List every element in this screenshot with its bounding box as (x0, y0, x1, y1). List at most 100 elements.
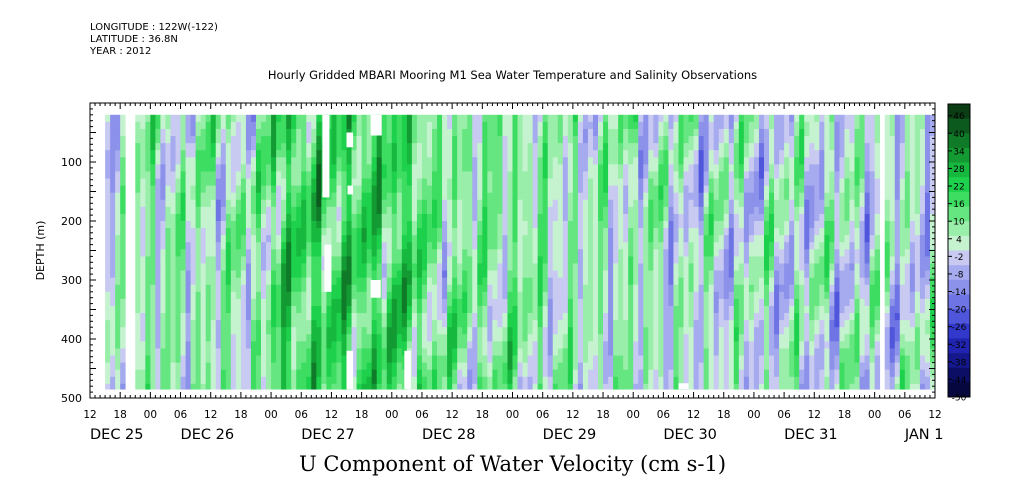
heatmap-cell (618, 235, 624, 243)
heatmap-cell (442, 327, 448, 335)
heatmap-cell (135, 305, 141, 314)
heatmap-cell (245, 376, 252, 385)
heatmap-cell (296, 313, 302, 321)
heatmap-cell (678, 249, 684, 257)
heatmap-cell (598, 128, 604, 137)
heatmap-cell (386, 150, 393, 158)
heatmap-cell (185, 298, 191, 307)
heatmap-cell (557, 121, 564, 130)
heatmap-cell (135, 164, 141, 172)
heatmap-cell (120, 249, 126, 257)
heatmap-cell (472, 298, 478, 307)
heatmap-cell (286, 313, 292, 321)
heatmap-cell (316, 136, 322, 144)
heatmap-cell (678, 121, 684, 130)
heatmap-cell (718, 305, 725, 314)
heatmap-cell (271, 178, 277, 186)
heatmap-cell (537, 327, 544, 335)
heatmap-cell (723, 320, 730, 328)
heatmap-cell (592, 376, 599, 385)
heatmap-cell (698, 221, 705, 229)
heatmap-cell (150, 199, 156, 208)
heatmap-cell (255, 114, 262, 123)
heatmap-cell (738, 185, 745, 194)
heatmap-cell (160, 355, 166, 363)
heatmap-cell (653, 242, 659, 250)
heatmap-cell (351, 199, 357, 208)
heatmap-cell (748, 228, 755, 236)
heatmap-cell (542, 192, 549, 201)
heatmap-cell (356, 341, 363, 349)
heatmap-cell (411, 171, 418, 179)
heatmap-cell (638, 270, 644, 279)
heatmap-cell (336, 376, 342, 385)
heatmap-cell (250, 313, 257, 321)
heatmap-cell (507, 277, 513, 286)
heatmap-cell (492, 235, 498, 243)
heatmap-cell (457, 327, 463, 335)
heatmap-cell (316, 249, 322, 257)
heatmap-cell (190, 114, 197, 123)
heatmap-cell (623, 369, 629, 378)
heatmap-cell (421, 157, 428, 165)
heatmap-cell (296, 213, 302, 222)
heatmap-cell (185, 341, 191, 349)
heatmap-cell (592, 221, 599, 229)
heatmap-cell (346, 327, 352, 335)
heatmap-cell (160, 256, 166, 264)
heatmap-cell (653, 376, 659, 385)
heatmap-cell (542, 171, 549, 179)
heatmap-cell (255, 150, 262, 158)
heatmap-cell (336, 334, 342, 342)
heatmap-cell (331, 114, 337, 123)
heatmap-cell (180, 157, 186, 165)
heatmap-cell (230, 171, 237, 179)
heatmap-cell (502, 362, 508, 371)
heatmap-cell (115, 291, 121, 300)
heatmap-cell (658, 199, 664, 208)
heatmap-cell (648, 341, 654, 349)
heatmap-cell (753, 277, 760, 286)
heatmap-cell (351, 221, 357, 229)
heatmap-cell (668, 369, 674, 378)
heatmap-cell (351, 348, 357, 356)
heatmap-cell (250, 171, 257, 179)
heatmap-cell (653, 362, 659, 371)
heatmap-cell (135, 157, 141, 165)
heatmap-cell (653, 327, 659, 335)
heatmap-cell (185, 270, 191, 279)
heatmap-cell (618, 192, 624, 201)
heatmap-cell (477, 263, 483, 271)
heatmap-cell (482, 362, 488, 371)
heatmap-cell (618, 150, 624, 158)
heatmap-cell (135, 327, 141, 335)
heatmap-cell (653, 291, 659, 300)
heatmap-cell (738, 277, 745, 286)
heatmap-cell (658, 334, 664, 342)
heatmap-cell (230, 114, 237, 123)
heatmap-cell (180, 305, 186, 314)
heatmap-cell (653, 192, 659, 201)
heatmap-cell (592, 114, 599, 123)
heatmap-cell (633, 235, 639, 243)
heatmap-cell (271, 249, 277, 257)
heatmap-cell (180, 327, 186, 335)
heatmap-cell (673, 164, 679, 172)
heatmap-cell (718, 185, 725, 194)
heatmap-cell (703, 171, 710, 179)
heatmap-cell (728, 128, 735, 137)
heatmap-cell (155, 284, 161, 293)
heatmap-cell (235, 235, 242, 243)
heatmap-cell (577, 362, 584, 371)
heatmap-cell (457, 313, 463, 321)
heatmap-cell (255, 362, 262, 371)
heatmap-cell (462, 249, 468, 257)
heatmap-cell (220, 327, 227, 335)
heatmap-cell (175, 157, 181, 165)
heatmap-cell (743, 192, 750, 201)
heatmap-cell (331, 136, 337, 144)
heatmap-cell (723, 136, 730, 144)
heatmap-cell (613, 171, 619, 179)
heatmap-cell (351, 143, 357, 151)
heatmap-cell (688, 341, 694, 349)
